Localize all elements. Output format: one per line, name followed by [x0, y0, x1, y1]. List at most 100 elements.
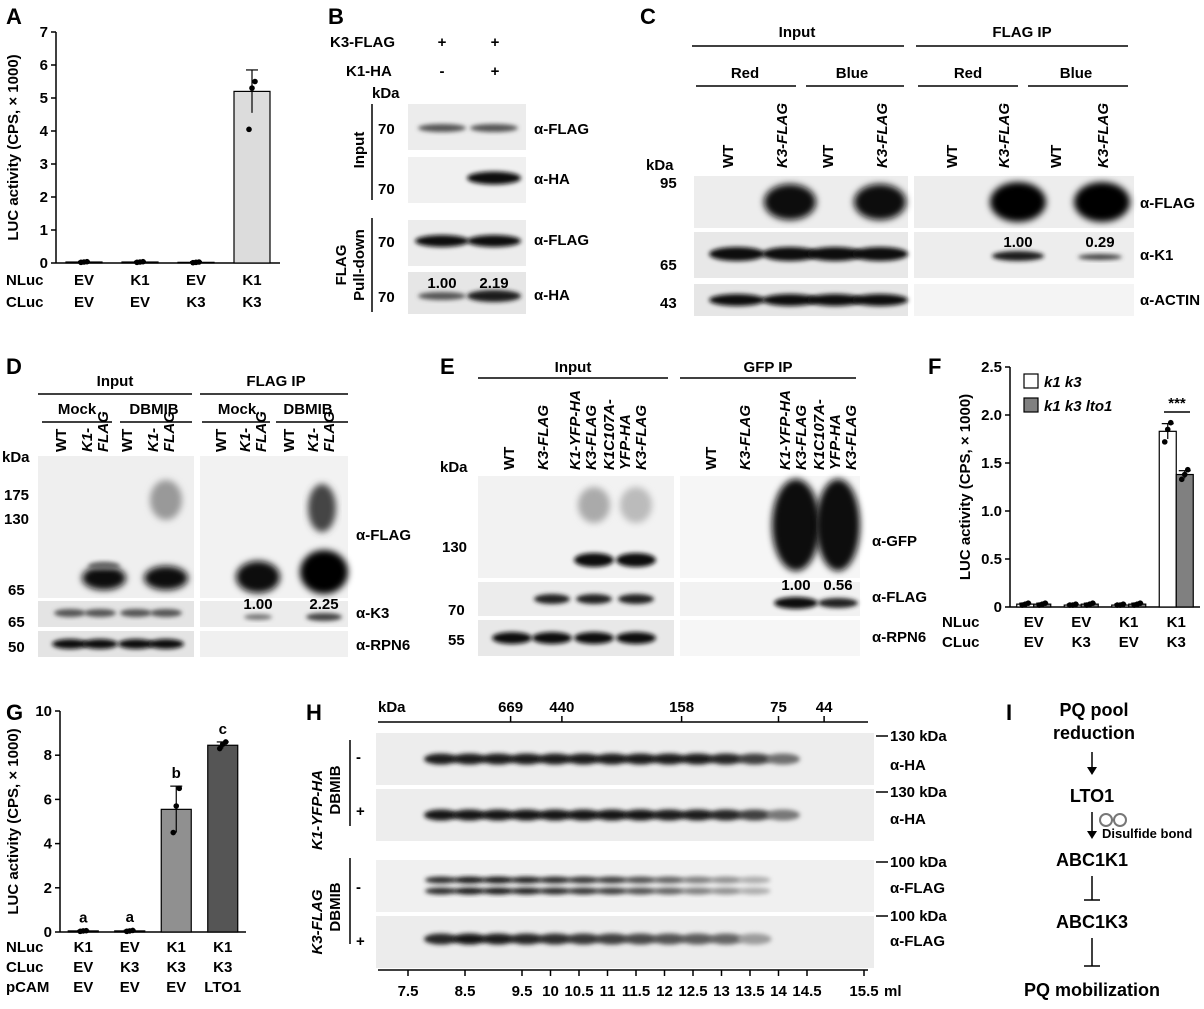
y-tick-label: 7	[40, 24, 48, 41]
e-lane-4a: K1C107A-	[601, 399, 618, 470]
data-point	[1164, 426, 1171, 433]
b-row-label-k3: K3-FLAG	[330, 34, 395, 51]
b-group-pulldown-2: Pull-down	[351, 229, 368, 301]
category-label: EV	[120, 979, 140, 996]
e-lane-1: WT	[501, 447, 518, 470]
d-marker-50: 50	[8, 639, 25, 656]
b-group-input: Input	[351, 132, 368, 169]
h-mw-markers: 669 440 158 75 44	[498, 699, 833, 722]
data-point	[1167, 419, 1174, 426]
bar	[1175, 473, 1194, 608]
e-lane-3a: K1-YFP-HA	[567, 390, 584, 470]
band	[709, 809, 743, 821]
category-label: EV	[120, 939, 140, 956]
bar	[233, 90, 271, 264]
category-label: EV	[74, 294, 94, 311]
d-lane-7: WT	[281, 429, 298, 452]
fraction-label: 11.5	[622, 983, 650, 1000]
e-lane-6: K3-FLAG	[737, 405, 754, 470]
panel-label-d: D	[6, 354, 22, 379]
band	[539, 876, 571, 884]
panel-b-blot: K3-FLAG + + K1-HA - + kDa Input FLAG Pul…	[330, 34, 589, 314]
legend-swatch	[1023, 373, 1039, 389]
band	[737, 809, 772, 821]
band	[738, 876, 771, 884]
d-group-input: Input	[97, 373, 134, 390]
h-construct-1: K1-YFP-HA	[309, 770, 326, 850]
e-marker-70: 70	[448, 602, 465, 619]
b-ab-1: α-FLAG	[534, 121, 589, 138]
d-lane-6b: FLAG	[253, 411, 270, 452]
band	[653, 887, 685, 895]
data-point	[170, 829, 177, 836]
significance-letter: a	[126, 909, 135, 926]
fraction-label: 12.5	[678, 983, 707, 1000]
category-label: K3	[213, 959, 232, 976]
fraction-label: 15.5	[849, 983, 878, 1000]
bar	[1158, 430, 1177, 608]
data-point	[1042, 600, 1049, 606]
fraction-label: 7.5	[398, 983, 419, 1000]
d-marker-65a: 65	[8, 582, 25, 599]
d-lane-8a: K1-	[305, 428, 322, 452]
y-tick-label: 2	[44, 880, 52, 897]
band	[653, 876, 685, 884]
data-point	[252, 78, 258, 85]
fraction-label: 14	[770, 983, 787, 1000]
c-sub-3: Red	[954, 65, 982, 82]
band	[538, 933, 572, 945]
d-sub-3: Mock	[218, 401, 257, 418]
chart-g: 0 2 4 6 8 10 LUC activity (CPS, × 1000) a K1 EV EV…	[5, 703, 246, 996]
data-point	[1178, 476, 1185, 483]
category-label: EV	[130, 294, 150, 311]
y-tick-label: 2.0	[981, 407, 1002, 424]
b-group-pulldown-1: FLAG	[333, 245, 350, 286]
category-label: K3	[120, 959, 139, 976]
y-tick-label: 1.0	[981, 503, 1002, 520]
d-marker-65b: 65	[8, 614, 25, 631]
d-lane-2a: K1-	[79, 428, 96, 452]
fraction-label: 13	[713, 983, 730, 1000]
band	[452, 809, 487, 821]
h-ab-4: α-FLAG	[890, 933, 945, 950]
e-lane-4b: YFP-HA	[617, 414, 634, 470]
h-treatment-2: DBMIB	[327, 882, 344, 931]
panel-label-h: H	[306, 700, 322, 725]
band	[680, 753, 715, 765]
d-lane-4a: K1-	[145, 428, 162, 452]
c-ab-actin: α-ACTIN	[1140, 292, 1200, 309]
category-label: K1	[130, 272, 149, 289]
e-group-input: Input	[555, 359, 592, 376]
data-point	[176, 785, 183, 792]
b-ab-2: α-HA	[534, 171, 570, 188]
band	[482, 876, 514, 884]
data-point	[1181, 471, 1188, 478]
row-label: CLuc	[6, 959, 44, 976]
mw-marker: 669	[498, 699, 523, 716]
panel-i-diagram: PQ pool reduction LTO1 Disulfide bond AB…	[1024, 700, 1192, 1000]
d-lane-4b: FLAG	[161, 411, 178, 452]
e-lane-7a: K1-YFP-HA	[777, 390, 794, 470]
b-row-label-k1: K1-HA	[346, 63, 392, 80]
band	[681, 876, 714, 884]
fraction-label: 11	[600, 983, 616, 1000]
b-marker-4: 70	[378, 289, 395, 306]
c-lane-4: K3-FLAG	[874, 103, 891, 168]
fraction-label: 10.5	[564, 983, 593, 1000]
e-quant-1: 1.00	[781, 577, 810, 594]
band	[766, 753, 800, 765]
row-label: NLuc	[6, 939, 44, 956]
mw-marker: 75	[770, 699, 787, 716]
fraction-label: 14.5	[792, 983, 821, 1000]
band	[509, 933, 544, 945]
row-label: CLuc	[942, 634, 980, 651]
d-lane-5: WT	[213, 429, 230, 452]
e-lane-2: K3-FLAG	[535, 405, 552, 470]
h-ab-1: α-HA	[890, 757, 926, 774]
d-sub-4: DBMIB	[283, 401, 332, 418]
y-tick-label: 0.5	[981, 551, 1002, 568]
c-lane-8: K3-FLAG	[1095, 103, 1112, 168]
fraction-label: 10	[542, 983, 559, 1000]
panel-d-blot: Input FLAG IP Mock DBMIB Mock DBMIB WT K…	[2, 373, 411, 657]
category-label: K1	[74, 939, 93, 956]
